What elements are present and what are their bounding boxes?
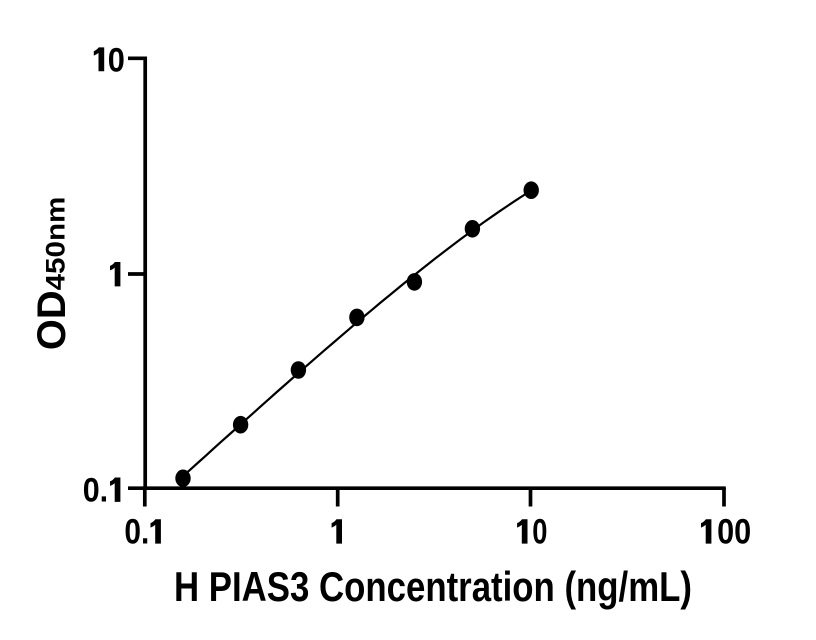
svg-text:00: 00 [717,513,751,552]
svg-text:OD450nm: OD450nm [30,197,74,351]
svg-text:0.: 0. [124,513,149,552]
svg-text:H PIAS3 Concentration (ng/mL): H PIAS3 Concentration (ng/mL) [174,563,692,610]
svg-text:0: 0 [532,513,547,552]
svg-text:0.: 0. [83,471,108,509]
svg-text:0: 0 [108,42,125,80]
